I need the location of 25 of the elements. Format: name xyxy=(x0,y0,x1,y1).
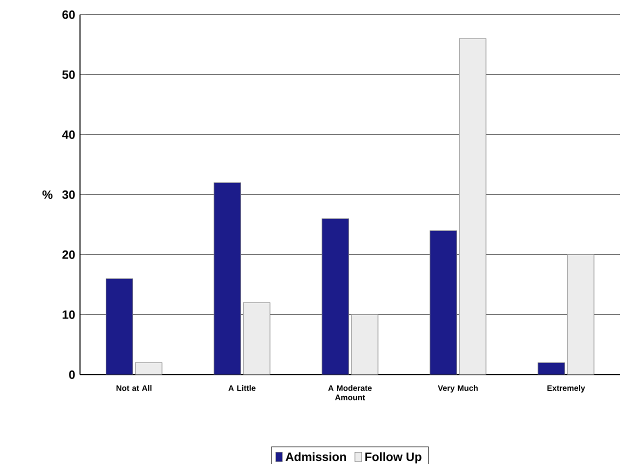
y-tick-label: 20 xyxy=(62,250,75,259)
x-tick-label: A Little xyxy=(228,385,256,391)
bar xyxy=(243,302,270,375)
y-tick-label: 40 xyxy=(62,130,75,139)
bar xyxy=(538,362,565,375)
x-tick-label: Extremely xyxy=(547,385,586,393)
y-tick-label: 0 xyxy=(69,370,75,379)
y-tick-label: 10 xyxy=(62,310,75,319)
x-tick-label: A Moderate Amount xyxy=(328,385,372,400)
bar xyxy=(459,38,486,375)
x-tick-label: Not at All xyxy=(116,385,152,391)
bar xyxy=(430,230,457,375)
bar xyxy=(567,254,594,375)
y-axis-title: % xyxy=(42,190,52,199)
bar xyxy=(351,314,378,375)
x-tick-label: Very Much xyxy=(438,385,478,393)
y-tick-label: 50 xyxy=(62,70,75,79)
bar xyxy=(135,362,162,375)
legend-label: Admission xyxy=(286,452,346,462)
legend-label: Follow Up xyxy=(365,452,422,464)
bar xyxy=(106,278,133,375)
y-tick-label: 30 xyxy=(62,190,75,199)
y-tick-label: 60 xyxy=(62,10,75,19)
bar xyxy=(322,218,349,375)
bar xyxy=(214,182,241,375)
